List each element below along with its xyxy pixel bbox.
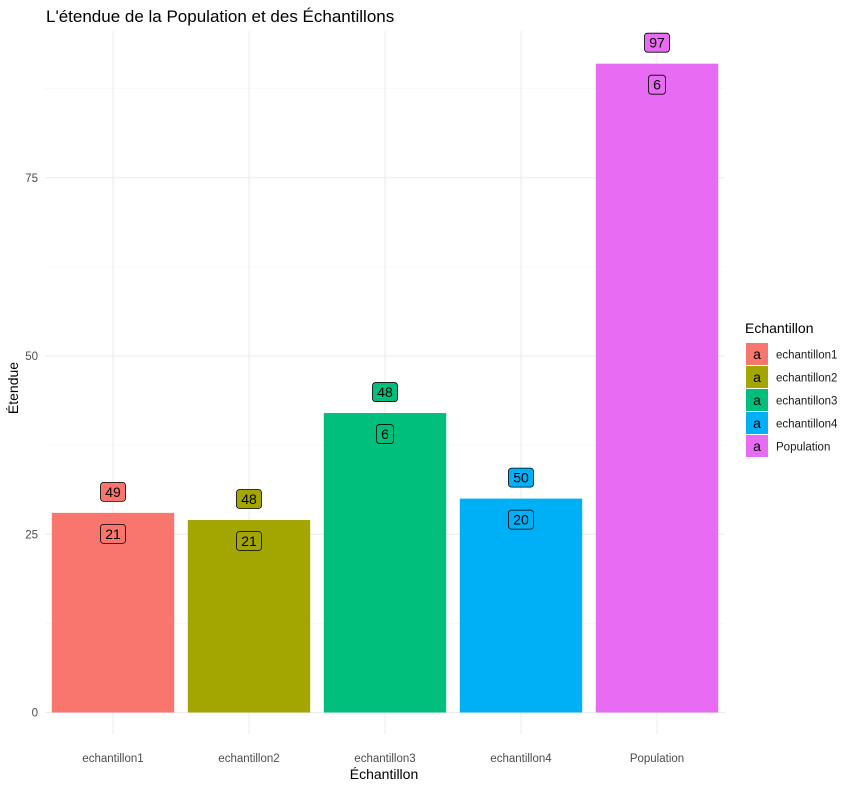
max-label-echantillon2: 48 [236, 489, 262, 509]
legend-label: Population [776, 442, 830, 454]
legend-key-glyph: a [753, 369, 761, 385]
x-axis-ticks: echantillon1 echantillon2 echantillon3 echa… [82, 753, 684, 765]
y-tick-label: 75 [25, 173, 38, 185]
legend-key-glyph: a [753, 415, 761, 431]
legend-item-echantillon1: a echantillon1 [746, 343, 837, 365]
legend-item-echantillon4: a echantillon4 [746, 412, 838, 434]
legend-title: Echantillon [745, 320, 814, 336]
y-tick-label: 50 [25, 351, 38, 363]
max-label-echantillon2-text: 48 [241, 491, 257, 507]
legend-key-glyph: a [753, 346, 761, 362]
bar-echantillon4 [459, 498, 583, 713]
min-label-echantillon1-text: 21 [105, 526, 121, 542]
max-label-echantillon2-box [236, 489, 262, 509]
legend-item-echantillon2: a echantillon2 [746, 366, 837, 388]
max-label-Population: 97 [644, 32, 670, 53]
legend-label: echantillon1 [776, 350, 837, 362]
max-label-echantillon3-text: 48 [377, 384, 393, 400]
min-label-echantillon4-text: 20 [513, 512, 529, 528]
legend-key-glyph: a [753, 392, 761, 408]
y-tick-label: 25 [25, 529, 38, 541]
x-tick-label: echantillon4 [490, 753, 552, 765]
bars [51, 63, 719, 713]
min-label-echantillon1-box [100, 523, 126, 544]
max-label-echantillon4: 50 [508, 467, 534, 488]
min-label-echantillon4: 20 [508, 509, 534, 530]
max-label-echantillon4-box [508, 467, 534, 488]
bar-echantillon1 [51, 512, 175, 713]
bar-Population [595, 63, 719, 713]
legend-label: echantillon4 [776, 419, 838, 431]
legend-key [746, 366, 768, 388]
y-tick-label: 0 [32, 708, 38, 720]
max-label-echantillon4-text: 50 [513, 470, 529, 486]
legend-key [746, 435, 768, 457]
min-label-echantillon3-box [376, 424, 394, 444]
bar-echantillon3 [323, 413, 447, 713]
min-label-echantillon2: 21 [236, 531, 262, 551]
min-label-echantillon2-box [236, 531, 262, 551]
legend-key-glyph: a [753, 438, 761, 454]
min-label-echantillon4-box [508, 509, 534, 530]
min-label-Population-box [648, 74, 666, 95]
data-labels: 49 21 48 21 48 6 50 20 97 6 [100, 32, 670, 551]
legend-item-echantillon3: a echantillon3 [746, 389, 837, 411]
max-label-Population-box [644, 32, 670, 53]
x-tick-label: echantillon1 [82, 753, 143, 765]
max-label-echantillon3: 48 [372, 382, 398, 402]
chart-title: L'étendue de la Population et des Échant… [46, 7, 394, 26]
legend-item-Population: a Population [746, 435, 830, 457]
x-tick-label: echantillon2 [218, 753, 279, 765]
y-axis-title: Étendue [5, 362, 21, 414]
legend-key [746, 343, 768, 365]
bar-echantillon2 [187, 519, 311, 713]
legend: Echantillon a echantillon1 a echantillon2 a e… [745, 320, 838, 457]
max-label-echantillon1-text: 49 [105, 484, 121, 500]
min-label-Population-text: 6 [653, 77, 661, 93]
max-label-echantillon1: 49 [100, 481, 126, 502]
legend-key [746, 412, 768, 434]
y-axis-ticks: 0 25 50 75 [25, 173, 38, 720]
min-label-echantillon2-text: 21 [241, 533, 257, 549]
min-label-echantillon3-text: 6 [381, 426, 389, 442]
x-tick-label: echantillon3 [354, 753, 415, 765]
max-label-Population-text: 97 [649, 35, 665, 51]
min-label-echantillon3: 6 [376, 424, 394, 444]
legend-label: echantillon2 [776, 373, 837, 385]
legend-key [746, 389, 768, 411]
legend-label: echantillon3 [776, 396, 837, 408]
max-label-echantillon3-box [372, 382, 398, 402]
x-axis-title: Échantillon [350, 766, 419, 782]
x-tick-label: Population [630, 753, 684, 765]
min-label-echantillon1: 21 [100, 523, 126, 544]
min-label-Population: 6 [648, 74, 666, 95]
max-label-echantillon1-box [100, 481, 126, 502]
